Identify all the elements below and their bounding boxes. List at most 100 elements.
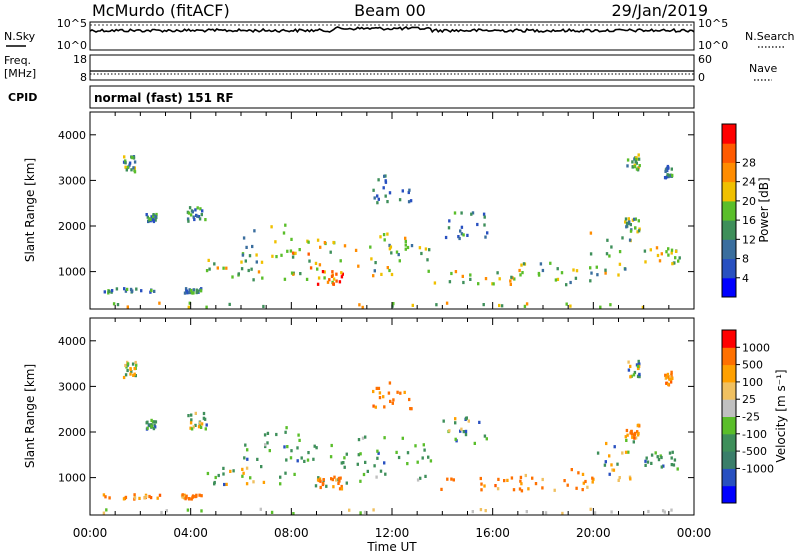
echo-cell <box>479 476 482 481</box>
echo-cell <box>604 460 607 464</box>
y-tick-label: 2000 <box>58 220 86 233</box>
echo-cell <box>584 479 587 484</box>
echo-cell <box>188 206 192 210</box>
noise-left-tick-low: 10^0 <box>57 39 87 52</box>
echo-cell <box>300 456 303 460</box>
echo-cell <box>658 259 662 263</box>
echo-cell <box>266 431 270 435</box>
velocity-colorbar-label: Velocity [m s⁻¹] <box>774 369 788 462</box>
echo-cell <box>498 303 501 308</box>
echo-cell <box>411 303 414 307</box>
noise-trace <box>89 26 695 34</box>
echo-cell <box>656 253 660 258</box>
echo-cell <box>190 288 193 293</box>
echo-cell <box>124 165 127 169</box>
echo-cell <box>633 436 636 440</box>
echo-cell <box>213 262 216 266</box>
echo-cell <box>661 509 665 513</box>
echo-cell <box>338 479 341 483</box>
echo-cell <box>125 168 128 172</box>
echo-cell <box>409 199 413 203</box>
y-tick-label: 1000 <box>58 472 86 485</box>
echo-cell <box>575 486 578 490</box>
echo-cell <box>225 266 228 270</box>
echo-cell <box>465 416 468 420</box>
echo-cell <box>202 411 206 416</box>
echo-cell <box>319 479 322 483</box>
echo-cell <box>569 304 572 308</box>
echo-cell <box>419 476 422 480</box>
echo-cell <box>541 477 544 482</box>
echo-cell <box>388 268 391 273</box>
echo-cell <box>183 493 186 497</box>
echo-cell <box>339 259 342 263</box>
echo-cell <box>399 391 402 395</box>
echo-cell <box>483 223 486 227</box>
echo-cell <box>462 430 465 434</box>
echo-cell <box>604 268 607 272</box>
echo-cell <box>187 211 191 215</box>
echo-cell <box>126 165 130 170</box>
echo-cell <box>644 459 647 463</box>
echo-cell <box>359 511 362 515</box>
echo-cell <box>519 273 522 277</box>
echo-cell <box>185 495 188 500</box>
echo-cell <box>460 211 463 215</box>
echo-cell <box>384 180 388 184</box>
echo-cell <box>383 174 386 178</box>
echo-cell <box>335 272 338 276</box>
echo-cell <box>331 270 334 274</box>
echo-cell <box>285 458 288 462</box>
echo-cell <box>314 484 318 488</box>
echo-cell <box>494 484 497 488</box>
echo-cell <box>483 484 486 488</box>
echo-cell <box>478 420 481 424</box>
echo-cell <box>376 456 379 460</box>
echo-cell <box>232 469 235 473</box>
echo-cell <box>190 418 193 422</box>
echo-cell <box>520 489 524 493</box>
noise-trace-line <box>89 26 695 34</box>
echo-cell <box>398 198 402 202</box>
echo-cell <box>283 445 286 449</box>
colorbar-tick-label: 1000 <box>742 341 770 354</box>
colorbar-tick-label: 8 <box>742 253 749 266</box>
echo-cell <box>403 390 406 394</box>
echo-cell <box>194 423 197 427</box>
echo-cell <box>133 496 137 500</box>
echo-cell <box>627 450 630 454</box>
echo-cell <box>663 510 666 514</box>
cpid-label: CPID <box>8 91 37 104</box>
echo-cell <box>319 245 322 249</box>
echo-cell <box>384 472 387 476</box>
velocity-colorbar: 1000 500 100 25 -25 -100 -500 -1000 <box>721 329 774 504</box>
echo-cell <box>155 212 158 217</box>
echo-cell <box>471 211 475 215</box>
echo-cell <box>284 223 287 227</box>
echo-cell <box>246 457 249 461</box>
echo-cell <box>519 475 523 479</box>
echo-cell <box>374 405 377 409</box>
echo-cell <box>222 466 225 470</box>
echo-cell <box>512 488 516 492</box>
echo-cell <box>185 289 189 293</box>
echo-cell <box>599 305 602 309</box>
echo-cell <box>650 461 653 465</box>
echo-cell <box>649 248 652 252</box>
echo-cell <box>359 479 362 483</box>
echo-cell <box>605 441 608 446</box>
echo-cell <box>424 474 427 478</box>
echo-cell <box>270 510 274 514</box>
echo-cell <box>377 386 381 390</box>
freq-tick-low: 8 <box>80 71 87 84</box>
echo-cell <box>124 161 127 165</box>
echo-cell <box>627 368 631 372</box>
echo-cell <box>123 287 126 291</box>
echo-cell <box>307 240 310 244</box>
echo-cell <box>386 200 389 204</box>
x-tick-label: 08:00 <box>274 526 309 540</box>
echo-cell <box>629 229 633 233</box>
echo-cell <box>454 417 457 421</box>
echo-cell <box>401 189 404 193</box>
